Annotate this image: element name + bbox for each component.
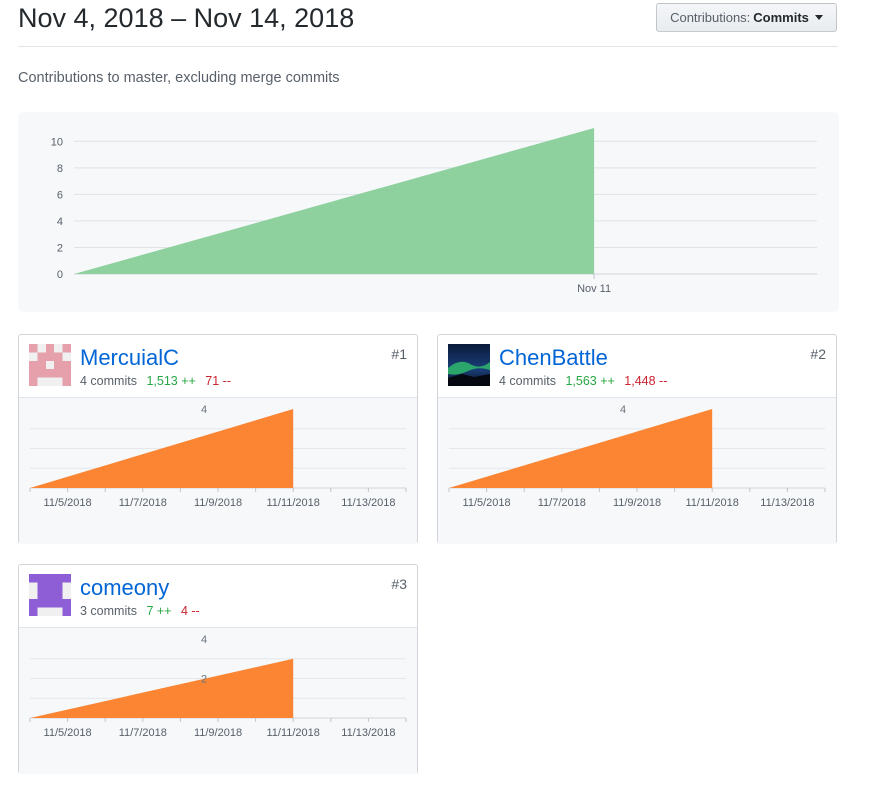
contributor-rank: #1 — [391, 346, 407, 362]
contributor-rank: #3 — [391, 576, 407, 592]
y-tick-label: 6 — [57, 189, 63, 201]
contributions-chart: 0 2 4 6 8 10 Nov 11 — [18, 112, 839, 312]
contributor-chart-svg: 4 2 11/5/2018 11/7/2018 11/9/2018 11/11/2018 1… — [29, 634, 407, 739]
x-tick-label: 11/9/2018 — [194, 727, 242, 739]
contributor-card: MercuialC #1 4 commits 1,513 ++ 71 -- 4 1… — [18, 334, 418, 544]
commit-count: 4 commits — [80, 374, 137, 388]
commits-area — [30, 658, 294, 718]
contributor-chart: 4 11/5/2018 11/7/2018 11/9/2018 11/11/2018 11… — [438, 397, 836, 544]
x-tick-label: 11/11/2018 — [266, 497, 319, 509]
deletions-count: 71 -- — [205, 374, 231, 388]
contributor-chart: 4 11/5/2018 11/7/2018 11/9/2018 11/11/2018 11… — [19, 397, 417, 544]
x-tick-label: 11/5/2018 — [44, 497, 92, 509]
x-tick-label: 11/7/2018 — [119, 497, 167, 509]
contributions-chart-svg: 0 2 4 6 8 10 Nov 11 — [51, 128, 817, 295]
deletions-count: 1,448 -- — [624, 374, 668, 388]
x-tick-label: Nov 11 — [577, 283, 611, 295]
x-tick-label: 11/11/2018 — [685, 497, 738, 509]
x-tick-label: 11/7/2018 — [119, 727, 167, 739]
contributor-chart: 4 2 11/5/2018 11/7/2018 11/9/2018 11/11/2018 1… — [19, 627, 417, 774]
purple-pixel-identicon-avatar[interactable] — [29, 574, 71, 616]
additions-count: 1,513 ++ — [146, 374, 196, 388]
page-title: Nov 4, 2018 – Nov 14, 2018 — [18, 3, 355, 33]
commit-count: 4 commits — [499, 374, 556, 388]
contributor-name-link[interactable]: ChenBattle — [499, 345, 608, 370]
x-tick-label: 11/11/2018 — [266, 727, 319, 739]
y-tick-label: 4 — [620, 404, 626, 416]
dropdown-value: Commits — [753, 10, 809, 25]
contributor-name-link[interactable]: comeony — [80, 575, 170, 600]
pink-pixel-identicon-avatar[interactable] — [29, 344, 71, 386]
y-tick-label: 0 — [57, 269, 63, 281]
x-tick-label: 11/9/2018 — [194, 497, 242, 509]
contributor-card: ChenBattle #2 4 commits 1,563 ++ 1,448 -… — [437, 334, 837, 544]
y-tick-label: 4 — [201, 404, 207, 416]
y-tick-label: 4 — [201, 634, 207, 646]
x-tick-label: 11/7/2018 — [538, 497, 586, 509]
page-subtitle: Contributions to master, excluding merge… — [18, 70, 340, 86]
commit-count: 3 commits — [80, 604, 137, 618]
additions-count: 1,563 ++ — [565, 374, 615, 388]
deletions-count: 4 -- — [180, 604, 200, 618]
dropdown-prefix: Contributions: — [670, 10, 751, 25]
contributor-name-link[interactable]: MercuialC — [80, 345, 180, 370]
aurora-photo-avatar[interactable] — [448, 344, 490, 386]
y-tick-label: 8 — [57, 163, 63, 175]
x-tick-label: 11/13/2018 — [760, 497, 814, 509]
commits-area — [30, 409, 294, 488]
x-tick-label: 11/9/2018 — [613, 497, 661, 509]
contributor-stats: 3 commits 7 ++ 4 -- — [80, 604, 200, 618]
contributions-type-dropdown[interactable]: Contributions: Commits — [656, 3, 837, 32]
y-tick-label: 2 — [201, 674, 207, 686]
caret-down-icon — [814, 15, 823, 20]
contributor-stats: 4 commits 1,563 ++ 1,448 -- — [499, 374, 667, 388]
x-tick-label: 11/13/2018 — [341, 727, 395, 739]
header-divider — [18, 46, 838, 47]
y-tick-label: 10 — [51, 136, 63, 148]
contributor-stats: 4 commits 1,513 ++ 71 -- — [80, 374, 231, 388]
y-tick-label: 4 — [57, 216, 63, 228]
additions-count: 7 ++ — [146, 604, 172, 618]
y-tick-label: 2 — [57, 242, 63, 254]
contributor-chart-svg: 4 11/5/2018 11/7/2018 11/9/2018 11/11/2018 11… — [448, 404, 826, 509]
x-tick-label: 11/5/2018 — [463, 497, 511, 509]
x-tick-label: 11/5/2018 — [44, 727, 92, 739]
commits-area — [74, 128, 595, 274]
contributor-rank: #2 — [810, 346, 826, 362]
x-tick-label: 11/13/2018 — [341, 497, 395, 509]
contributor-card: comeony #3 3 commits 7 ++ 4 -- 4 2 11/5/20… — [18, 564, 418, 774]
contributor-chart-svg: 4 11/5/2018 11/7/2018 11/9/2018 11/11/2018 11… — [29, 404, 407, 509]
